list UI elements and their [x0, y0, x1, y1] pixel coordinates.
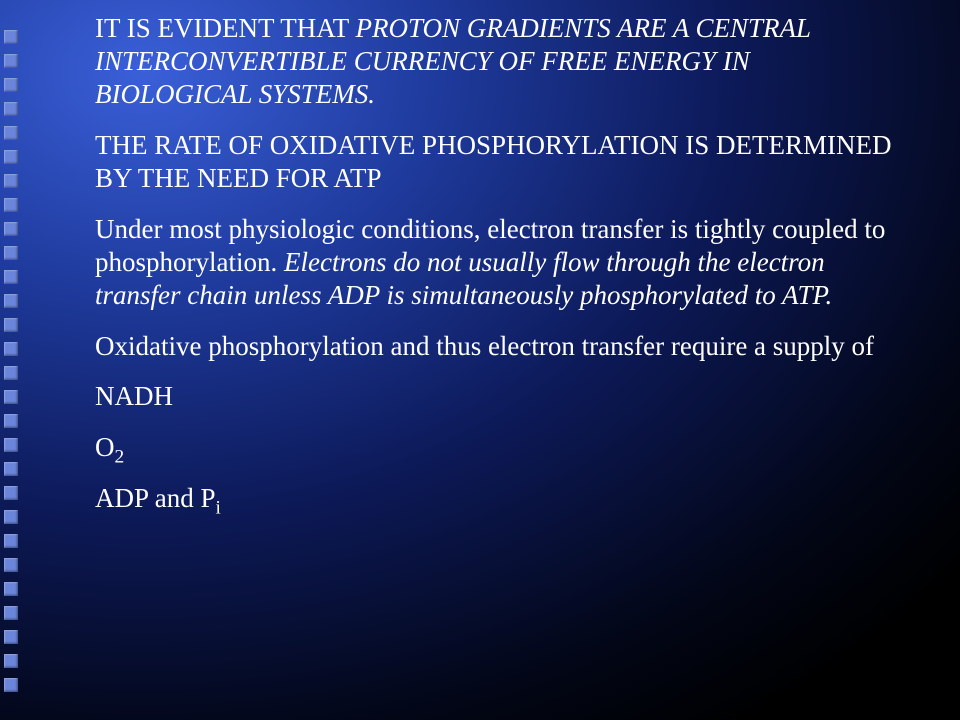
slide: IT IS EVIDENT THAT PROTON GRADIENTS ARE …	[0, 0, 960, 720]
o2-sub: 2	[115, 447, 125, 468]
o2-base: O	[95, 432, 115, 462]
slide-content: IT IS EVIDENT THAT PROTON GRADIENTS ARE …	[95, 12, 900, 533]
decor-square	[4, 270, 18, 284]
paragraph-4: Oxidative phosphorylation and thus elect…	[95, 330, 900, 363]
decor-square	[4, 606, 18, 620]
paragraph-6: O2	[95, 431, 900, 464]
decor-square	[4, 534, 18, 548]
side-decoration	[4, 30, 28, 702]
paragraph-1: IT IS EVIDENT THAT PROTON GRADIENTS ARE …	[95, 12, 900, 111]
decor-square	[4, 678, 18, 692]
decor-square	[4, 342, 18, 356]
decor-square	[4, 558, 18, 572]
decor-square	[4, 150, 18, 164]
decor-square	[4, 486, 18, 500]
decor-square	[4, 582, 18, 596]
decor-square	[4, 102, 18, 116]
pi-sub: i	[216, 498, 221, 519]
decor-square	[4, 318, 18, 332]
decor-square	[4, 390, 18, 404]
decor-square	[4, 198, 18, 212]
p1-plain: IT IS EVIDENT THAT	[95, 13, 356, 43]
decor-square	[4, 294, 18, 308]
decor-square	[4, 366, 18, 380]
paragraph-5: NADH	[95, 380, 900, 413]
decor-square	[4, 510, 18, 524]
paragraph-7: ADP and Pi	[95, 482, 900, 515]
paragraph-3: Under most physiologic conditions, elect…	[95, 213, 900, 312]
paragraph-2: THE RATE OF OXIDATIVE PHOSPHORYLATION IS…	[95, 129, 900, 195]
decor-square	[4, 462, 18, 476]
decor-square	[4, 54, 18, 68]
decor-square	[4, 414, 18, 428]
decor-square	[4, 126, 18, 140]
decor-square	[4, 246, 18, 260]
pi-base: ADP and P	[95, 483, 216, 513]
decor-square	[4, 222, 18, 236]
decor-square	[4, 630, 18, 644]
decor-square	[4, 654, 18, 668]
decor-square	[4, 30, 18, 44]
decor-square	[4, 438, 18, 452]
decor-square	[4, 174, 18, 188]
decor-square	[4, 78, 18, 92]
